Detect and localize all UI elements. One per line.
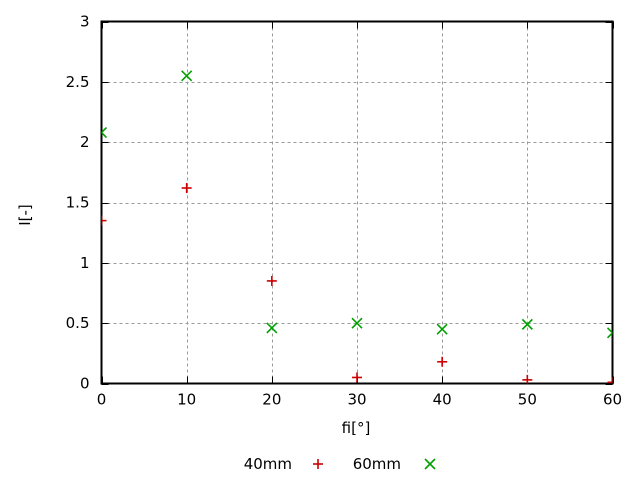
x-tick-label: 10 bbox=[177, 391, 196, 409]
y-tick-label: 3 bbox=[80, 13, 90, 31]
cross-marker bbox=[436, 323, 448, 335]
series-60mm bbox=[101, 70, 613, 339]
x-tick-label: 60 bbox=[603, 391, 622, 409]
plus-marker bbox=[266, 275, 277, 286]
legend-label: 40mm bbox=[244, 455, 292, 473]
x-tick-label: 50 bbox=[518, 391, 537, 409]
legend-entry-60mm: 60mm bbox=[353, 455, 436, 473]
x-tick-label: 20 bbox=[262, 391, 281, 409]
series-40mm bbox=[101, 183, 613, 384]
cross-marker bbox=[266, 322, 278, 334]
y-tick-label: 2.5 bbox=[66, 73, 90, 91]
plus-marker bbox=[522, 374, 533, 384]
plus-marker bbox=[181, 183, 192, 194]
cross-marker bbox=[181, 70, 193, 82]
cross-marker bbox=[424, 458, 436, 470]
x-axis-tick-labels: 0 10 20 30 40 50 60 bbox=[97, 391, 622, 409]
y-axis-tick-labels: 0 0.5 1 1.5 2 2.5 3 bbox=[66, 13, 90, 393]
y-tick-label: 0 bbox=[80, 375, 90, 393]
x-axis-title: fi[°] bbox=[342, 419, 371, 437]
cross-marker bbox=[606, 327, 613, 339]
plus-marker bbox=[101, 215, 107, 226]
y-axis-title: I[-] bbox=[16, 204, 34, 226]
x-tick-label: 0 bbox=[97, 391, 107, 409]
cross-marker bbox=[101, 126, 108, 139]
chart-legend: 40mm 60mm bbox=[244, 455, 436, 473]
data-points bbox=[101, 70, 613, 384]
legend-entry-40mm: 40mm bbox=[244, 455, 323, 473]
plus-marker bbox=[313, 459, 323, 469]
y-tick-label: 1.5 bbox=[66, 194, 90, 212]
plus-marker bbox=[437, 356, 448, 367]
grid-lines bbox=[101, 21, 613, 384]
cross-marker bbox=[351, 317, 363, 329]
x-tick-label: 40 bbox=[433, 391, 452, 409]
y-tick-label: 2 bbox=[80, 133, 90, 151]
plus-marker bbox=[352, 372, 362, 383]
x-tick-label: 30 bbox=[347, 391, 366, 409]
y-tick-label: 1 bbox=[80, 254, 90, 272]
plus-marker bbox=[607, 377, 613, 384]
cross-marker bbox=[521, 318, 533, 330]
y-tick-label: 0.5 bbox=[66, 314, 90, 332]
legend-label: 60mm bbox=[353, 455, 401, 473]
